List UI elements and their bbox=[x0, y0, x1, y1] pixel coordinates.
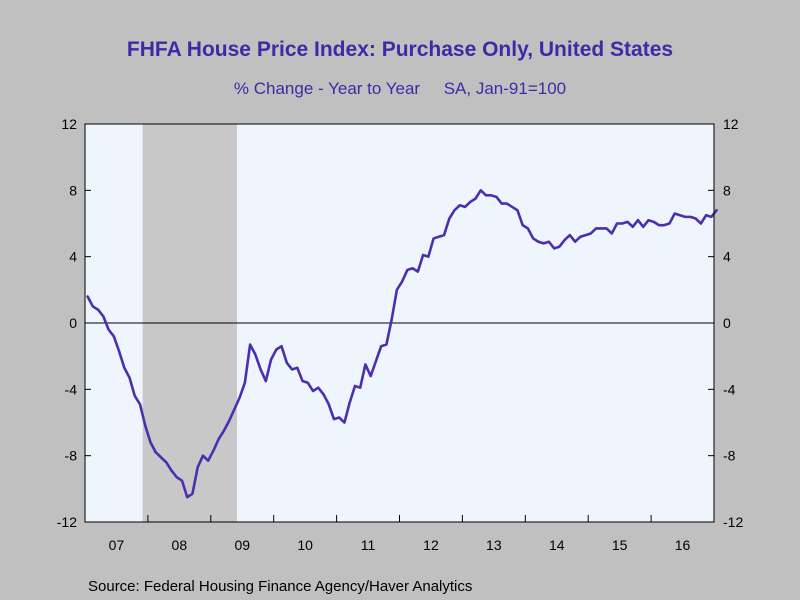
chart-title: FHFA House Price Index: Purchase Only, U… bbox=[126, 38, 674, 61]
x-tick-label: 15 bbox=[612, 537, 628, 553]
x-tick-label: 12 bbox=[423, 537, 439, 553]
y-tick-label-right: -8 bbox=[723, 448, 736, 464]
x-tick-label: 08 bbox=[172, 537, 188, 553]
x-tick-label: 10 bbox=[297, 537, 313, 553]
y-tick-label-left: 8 bbox=[69, 182, 77, 198]
plot-frame bbox=[84, 123, 715, 523]
y-tick-label-right: -4 bbox=[723, 381, 736, 397]
x-tick-label: 13 bbox=[486, 537, 502, 553]
y-tick-label-left: -4 bbox=[65, 381, 78, 397]
x-tick-label: 14 bbox=[549, 537, 565, 553]
y-tick-label-left: 4 bbox=[69, 249, 77, 265]
source-note: Source: Federal Housing Finance Agency/H… bbox=[88, 578, 473, 595]
y-tick-label-left: -12 bbox=[57, 514, 77, 530]
y-tick-label-left: 12 bbox=[61, 116, 77, 132]
y-tick-label-right: 4 bbox=[723, 249, 731, 265]
y-tick-label-right: 12 bbox=[723, 116, 739, 132]
x-tick-label: 07 bbox=[109, 537, 125, 553]
y-tick-label-right: -12 bbox=[723, 514, 743, 530]
y-tick-label-right: 8 bbox=[723, 182, 731, 198]
x-tick-label: 09 bbox=[234, 537, 250, 553]
x-tick-label: 11 bbox=[361, 537, 376, 553]
y-tick-label-right: 0 bbox=[723, 315, 731, 331]
x-tick-label: 16 bbox=[675, 537, 691, 553]
y-tick-label-left: 0 bbox=[69, 315, 77, 331]
series-line bbox=[86, 189, 718, 499]
chart-subtitle: % Change - Year to Year SA, Jan-91=100 bbox=[233, 79, 567, 98]
x-axis-ticks: 07 08 09 10 11 12 13 14 15 16 bbox=[84, 515, 715, 553]
y-tick-label-left: -8 bbox=[65, 448, 78, 464]
